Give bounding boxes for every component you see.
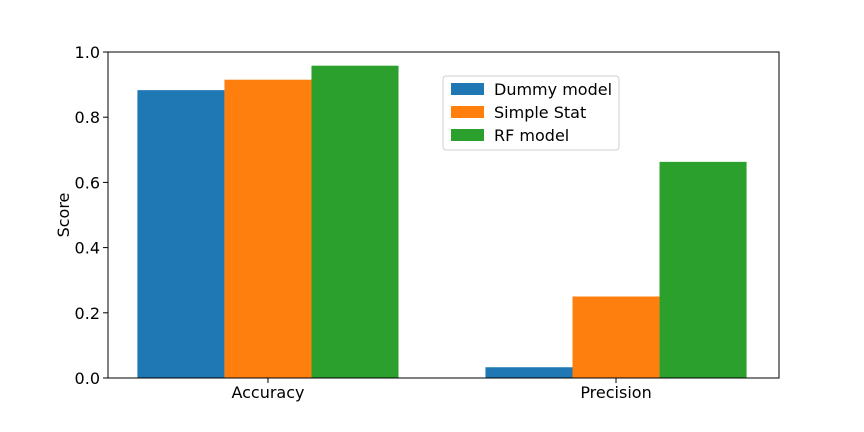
bar-rf-model-accuracy — [311, 65, 399, 378]
x-axis: Accuracy Precision — [231, 378, 652, 402]
y-axis-label: Score — [54, 193, 73, 238]
plot-frame — [107, 51, 780, 379]
bar-dummy-model-accuracy — [137, 90, 225, 378]
y-axis: 0.0 0.2 0.4 0.6 0.8 1.0 — [75, 43, 108, 388]
legend-swatch — [451, 129, 484, 141]
x-tick-label: Accuracy — [231, 383, 304, 402]
y-tick-label: 0.4 — [75, 239, 100, 258]
bar-simple-stat-accuracy — [224, 79, 312, 379]
bar-dummy-model-precision — [485, 367, 573, 378]
bar-rf-model-precision — [659, 161, 747, 378]
y-tick-label: 1.0 — [75, 43, 100, 62]
legend-swatch — [451, 106, 484, 118]
legend: Dummy model Simple Stat RF model — [442, 75, 620, 151]
y-tick-label: 0.2 — [75, 304, 100, 323]
x-tick-label: Precision — [580, 383, 651, 402]
y-tick-label: 0.6 — [75, 173, 100, 192]
legend-box — [442, 75, 620, 151]
legend-label: RF model — [494, 126, 569, 145]
legend-swatch — [451, 83, 484, 95]
legend-label: Simple Stat — [494, 103, 586, 122]
legend-label: Dummy model — [494, 80, 612, 99]
y-tick-label: 0.8 — [75, 108, 100, 127]
y-tick-label: 0.0 — [75, 369, 100, 388]
bar-simple-stat-precision — [572, 296, 660, 378]
bars-group — [137, 65, 747, 379]
